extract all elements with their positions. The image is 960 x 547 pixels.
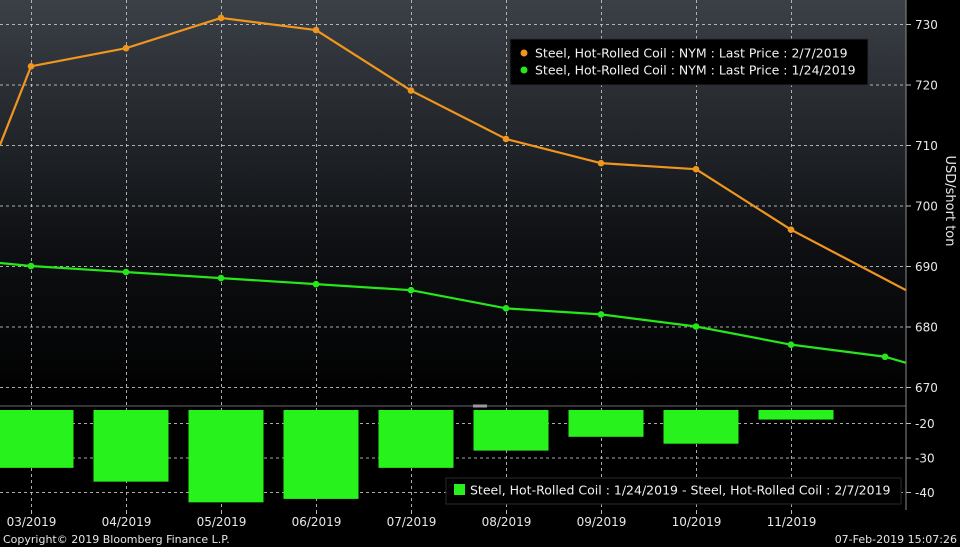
spread-bar-03/2019 [0, 410, 74, 468]
series-0-point [122, 44, 130, 52]
x-tick-label-05/2019: 05/2019 [197, 515, 247, 529]
spread-y-axis: -20 -30 -40 [906, 417, 935, 500]
series-1-point [692, 323, 700, 330]
series-0-point [597, 159, 605, 167]
price-y-tick-label: 710 [915, 139, 938, 153]
series-1-point [122, 268, 130, 276]
legend-marker-1-24-2019 [520, 66, 528, 74]
series-1-point [27, 262, 35, 270]
series-1-point [312, 280, 320, 288]
series-1-point [407, 286, 415, 294]
x-tick-label-09/2019: 09/2019 [577, 515, 627, 529]
spread-bar-07/2019 [378, 410, 454, 468]
price-y-tick-label: 690 [915, 260, 938, 274]
series-line-1 [0, 261, 907, 364]
series-0-point [27, 63, 35, 70]
series-0-point [407, 87, 415, 94]
x-tick-label-10/2019: 10/2019 [672, 515, 722, 529]
series-1-point [597, 311, 605, 318]
spread-legend: Steel, Hot-Rolled Coil : 1/24/2019 - Ste… [445, 477, 902, 505]
legend-marker-spread [454, 484, 465, 495]
price-legend: Steel, Hot-Rolled Coil : NYM : Last Pric… [509, 38, 869, 86]
x-tick-label-06/2019: 06/2019 [292, 515, 342, 529]
y-axis-label: USD/short ton [942, 156, 957, 247]
series-0-point [787, 226, 795, 233]
legend-entry-spread: Steel, Hot-Rolled Coil : 1/24/2019 - Ste… [470, 483, 891, 498]
spread-bar-05/2019 [188, 410, 264, 503]
price-y-tick-label: 700 [915, 200, 938, 214]
series-0-point [692, 165, 700, 173]
spread-y-tick-label: -30 [915, 452, 935, 466]
price-y-axis: 670 680 690 700 710 720 730 [906, 18, 938, 395]
spread-bar-04/2019 [93, 410, 169, 482]
series-1-point [502, 305, 510, 312]
series-0-point [502, 135, 510, 143]
price-y-tick-label: 720 [915, 79, 938, 93]
x-axis: 03/2019 04/2019 05/2019 06/2019 07/2019 08/20… [7, 510, 817, 529]
price-y-tick-label: 670 [915, 381, 938, 395]
series-1-point [787, 341, 795, 348]
spread-y-tick-label: -20 [915, 417, 935, 431]
copyright-text: Copyright© 2019 Bloomberg Finance L.P. [3, 533, 230, 546]
spread-bar-06/2019 [283, 410, 359, 499]
legend-entry-1-24-2019: Steel, Hot-Rolled Coil : NYM : Last Pric… [535, 63, 856, 78]
x-tick-label-07/2019: 07/2019 [387, 515, 437, 529]
price-y-tick-label: 680 [915, 321, 938, 335]
price-y-tick-label: 730 [915, 18, 938, 32]
spread-bar-09/2019 [568, 410, 644, 437]
series-0-point [312, 26, 320, 34]
timestamp-text: 07-Feb-2019 15:07:26 [835, 533, 957, 546]
x-tick-label-04/2019: 04/2019 [102, 515, 152, 529]
series-0-point [217, 14, 225, 22]
spread-bar-08/2019 [473, 410, 549, 451]
legend-entry-2-7-2019: Steel, Hot-Rolled Coil : NYM : Last Pric… [535, 46, 848, 61]
series-1-point [881, 353, 889, 361]
x-tick-label-03/2019: 03/2019 [7, 515, 57, 529]
legend-marker-2-7-2019 [520, 49, 528, 57]
series-1-point [217, 274, 225, 282]
x-tick-label-11/2019: 11/2019 [767, 515, 817, 529]
price-lines [0, 14, 907, 364]
spread-y-tick-label: -40 [915, 486, 935, 500]
spread-bar-10/2019 [663, 410, 739, 444]
spread-bar-11/2019 [758, 410, 834, 420]
x-tick-label-08/2019: 08/2019 [482, 515, 532, 529]
spread-bars [0, 410, 834, 503]
